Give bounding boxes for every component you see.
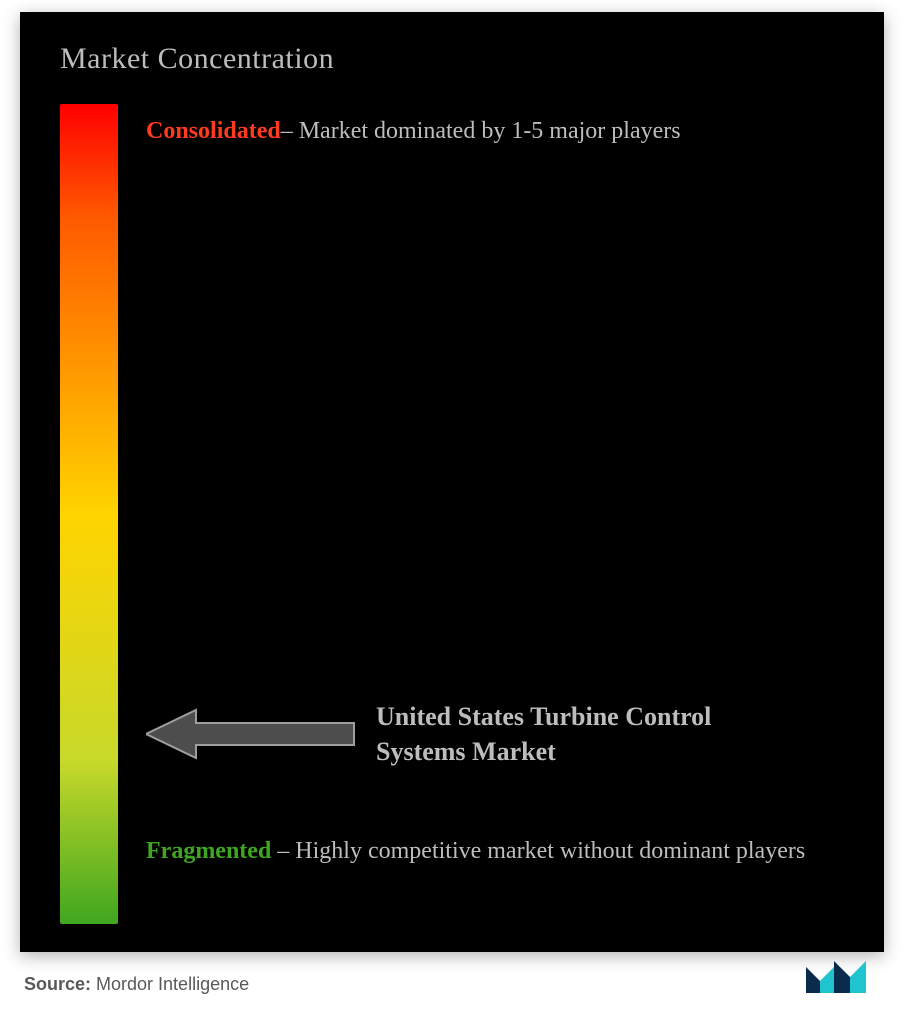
card-title: Market Concentration bbox=[60, 42, 844, 76]
source-row: Source: Mordor Intelligence bbox=[24, 953, 874, 995]
arrow-left-icon bbox=[146, 706, 356, 762]
fragmented-label: Fragmented bbox=[146, 838, 271, 864]
content-row: Consolidated– Market dominated by 1-5 ma… bbox=[60, 104, 844, 924]
concentration-card: Market Concentration Consolidated– Marke… bbox=[20, 12, 884, 952]
fragmented-text: Fragmented – Highly competitive market w… bbox=[146, 824, 834, 879]
consolidated-label: Consolidated bbox=[146, 118, 281, 144]
right-column: Consolidated– Market dominated by 1-5 ma… bbox=[118, 104, 844, 924]
fragmented-desc: – Highly competitive market without domi… bbox=[271, 838, 805, 864]
consolidated-text: Consolidated– Market dominated by 1-5 ma… bbox=[146, 104, 834, 159]
mordor-logo-icon bbox=[804, 953, 874, 995]
market-position-marker: United States Turbine Control Systems Ma… bbox=[146, 699, 736, 769]
fragmented-block: Fragmented – Highly competitive market w… bbox=[146, 824, 834, 879]
consolidated-block: Consolidated– Market dominated by 1-5 ma… bbox=[146, 104, 834, 159]
concentration-gradient-bar bbox=[60, 104, 118, 924]
consolidated-desc: – Market dominated by 1-5 major players bbox=[281, 118, 681, 144]
source-text: Source: Mordor Intelligence bbox=[24, 974, 249, 995]
source-label: Source: bbox=[24, 974, 91, 994]
source-value: Mordor Intelligence bbox=[91, 974, 249, 994]
market-name-label: United States Turbine Control Systems Ma… bbox=[376, 699, 736, 769]
